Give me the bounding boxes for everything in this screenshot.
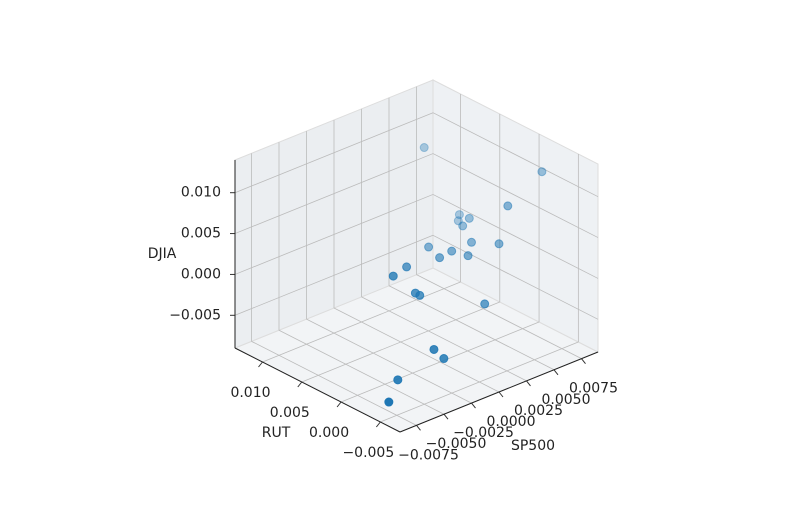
point bbox=[402, 262, 412, 272]
grid-line bbox=[234, 153, 434, 234]
x-tick bbox=[443, 413, 449, 420]
y-tick-label: 0.000 bbox=[309, 425, 349, 441]
point bbox=[467, 237, 476, 247]
point bbox=[410, 288, 420, 298]
y-tick bbox=[297, 381, 303, 388]
z-tick-label: 0.000 bbox=[181, 266, 221, 282]
point bbox=[424, 242, 434, 252]
y-tick bbox=[375, 421, 381, 428]
point bbox=[464, 213, 474, 223]
z-tick-label: 0.005 bbox=[181, 226, 221, 242]
grid-line bbox=[432, 112, 599, 198]
grid-line bbox=[234, 112, 434, 194]
x-axis-label: SP500 bbox=[511, 438, 555, 454]
right-pane bbox=[432, 79, 599, 353]
point bbox=[453, 216, 463, 226]
axis-line bbox=[234, 347, 401, 433]
x-tick bbox=[416, 425, 421, 431]
grid-line bbox=[432, 153, 599, 238]
y-tick bbox=[336, 401, 342, 408]
x-tick bbox=[498, 391, 504, 398]
x-tick-label: −0.0025 bbox=[453, 425, 514, 441]
grid-line bbox=[380, 341, 579, 423]
grid-line bbox=[432, 194, 599, 279]
grid-line bbox=[301, 301, 500, 383]
grid-line bbox=[432, 234, 599, 320]
z-axis-label: DJIA bbox=[148, 246, 177, 262]
x-tick-label: −0.0075 bbox=[398, 447, 459, 463]
y-tick-label: −0.005 bbox=[342, 445, 394, 461]
grid-line bbox=[234, 194, 434, 275]
z-tick-label: −0.005 bbox=[169, 307, 221, 323]
y-tick-label: 0.005 bbox=[270, 405, 310, 421]
x-tick bbox=[471, 402, 476, 409]
x-tick-label: −0.0050 bbox=[426, 436, 487, 452]
point bbox=[458, 221, 468, 231]
x-tick bbox=[553, 369, 559, 376]
x-tick-label: 0.0075 bbox=[569, 381, 618, 397]
point bbox=[393, 375, 403, 385]
point bbox=[463, 251, 473, 261]
point bbox=[494, 239, 504, 249]
x-tick bbox=[526, 380, 531, 387]
point bbox=[537, 167, 547, 177]
grid-line bbox=[262, 281, 461, 363]
point bbox=[503, 201, 513, 211]
point bbox=[454, 210, 464, 220]
point bbox=[429, 344, 439, 354]
x-tick-label: 0.0050 bbox=[542, 392, 591, 408]
y-axis-label: RUT bbox=[262, 425, 291, 441]
point bbox=[419, 143, 429, 153]
point bbox=[435, 253, 445, 263]
grid-line bbox=[234, 234, 434, 316]
x-tick bbox=[581, 358, 586, 364]
z-tick-label: 0.010 bbox=[181, 185, 221, 201]
y-tick bbox=[258, 361, 263, 368]
point bbox=[388, 271, 398, 281]
x-tick-label: 0.0025 bbox=[514, 403, 563, 419]
point bbox=[447, 246, 457, 256]
point bbox=[384, 397, 394, 407]
y-tick-label: 0.010 bbox=[230, 385, 270, 401]
point bbox=[480, 299, 490, 309]
grid-line bbox=[340, 321, 540, 403]
axis-line bbox=[399, 351, 599, 433]
x-tick-label: 0.0000 bbox=[487, 414, 536, 430]
point bbox=[439, 354, 449, 364]
